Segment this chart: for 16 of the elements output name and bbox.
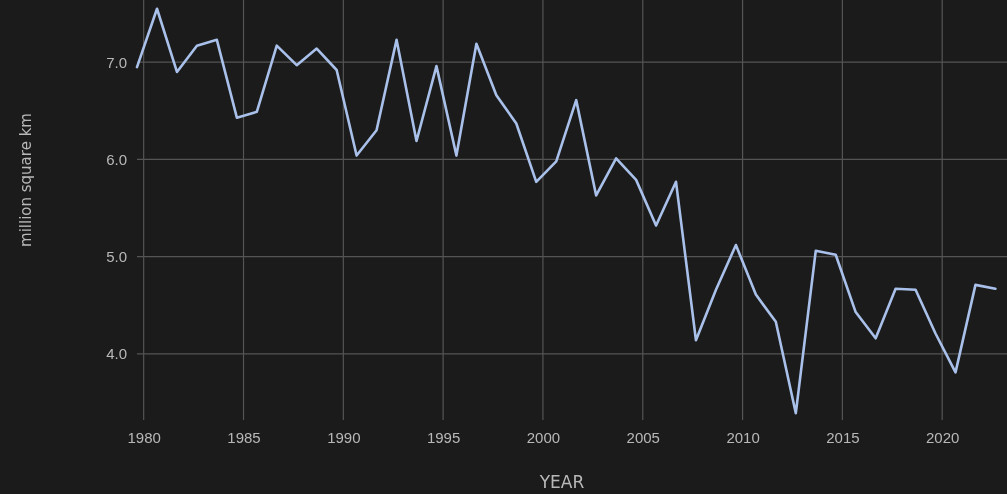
x-tick-label: 2020 xyxy=(925,428,960,446)
x-tick-label: 1990 xyxy=(327,428,361,446)
x-tick-label: 2015 xyxy=(826,428,860,446)
y-tick-label: 5.0 xyxy=(106,247,127,265)
x-tick-label: 2000 xyxy=(526,428,561,446)
y-tick-label: 4.0 xyxy=(106,345,127,363)
y-axis-title: million square km xyxy=(17,113,35,247)
y-tick-label: 6.0 xyxy=(106,150,127,168)
x-tick-label: 2005 xyxy=(626,428,660,446)
x-tick-label: 1995 xyxy=(426,428,461,446)
y-tick-label: 7.0 xyxy=(106,53,127,71)
line-series xyxy=(135,7,997,415)
x-tick-label: 1985 xyxy=(227,428,261,446)
x-axis-title: YEAR xyxy=(538,472,585,492)
x-tick-label: 1980 xyxy=(127,428,161,446)
x-tick-label: 2010 xyxy=(726,428,760,446)
